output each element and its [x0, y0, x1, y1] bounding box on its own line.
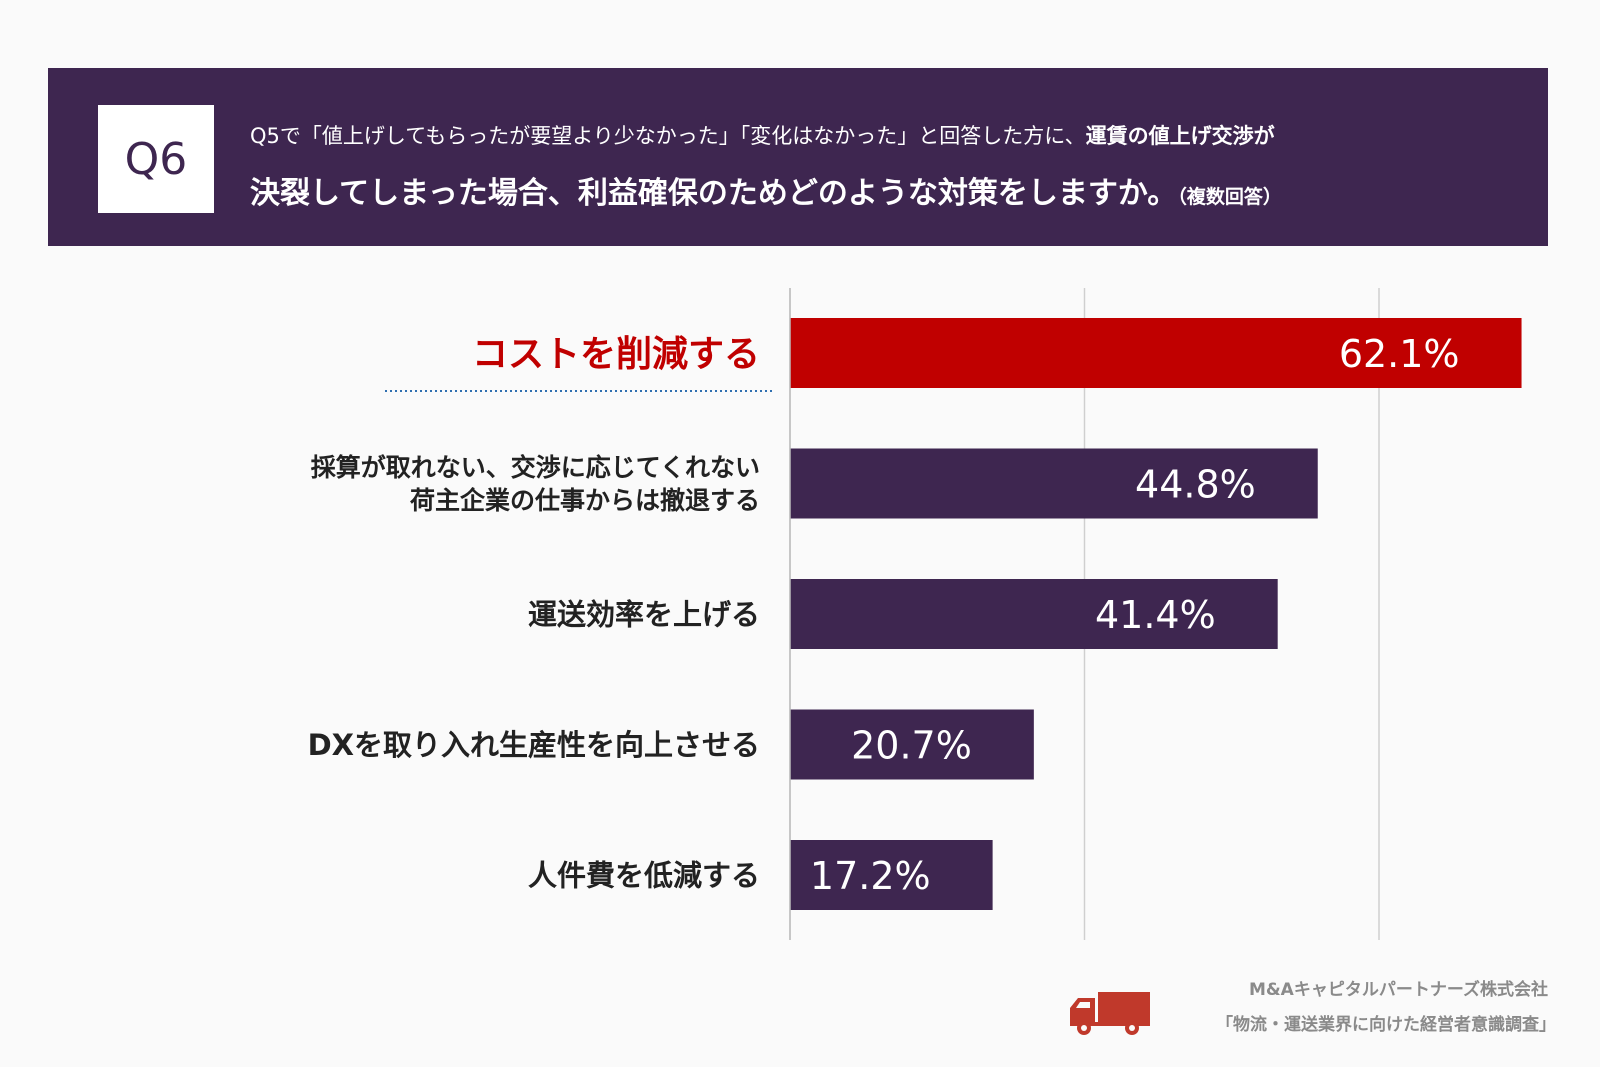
value-label: 44.8% [1135, 463, 1256, 507]
category-label: 採算が取れない、交渉に応じてくれない [311, 453, 760, 482]
question-text-plain: Q5で「値上げしてもらったが要望より少なかった」「変化はなかった」と回答した方に… [250, 124, 1086, 148]
value-label: 20.7% [851, 724, 972, 768]
footer-survey: 「物流・運送業界に向けた経営者意識調査」 [1216, 1015, 1556, 1035]
truck-icon [1070, 992, 1150, 1035]
category-label: DXを取り入れ生産性を向上させる [308, 728, 760, 762]
question-text-main: 決裂してしまった場合、利益確保のためどのような対策をしますか。 [250, 176, 1178, 211]
question-number-badge: Q6 [98, 105, 214, 213]
bar [790, 579, 1278, 649]
bar [790, 840, 993, 910]
bar [790, 318, 1522, 388]
bar [790, 709, 1034, 780]
value-label: 41.4% [1095, 593, 1216, 637]
value-label: 62.1% [1339, 332, 1460, 376]
footer-company: M&Aキャピタルパートナーズ株式会社 [1248, 980, 1548, 1000]
question-text-emphasis: 運賃の値上げ交渉が [1085, 124, 1275, 148]
category-label: コストを削減する [472, 334, 760, 375]
category-label: 人件費を低減する [528, 858, 760, 892]
question-text-line1: Q5で「値上げしてもらったが要望より少なかった」「変化はなかった」と回答した方に… [250, 120, 1275, 150]
category-label: 荷主企業の仕事からは撤退する [410, 486, 760, 515]
bar [790, 448, 1318, 519]
value-label: 17.2% [810, 854, 931, 898]
question-note: （複数回答） [1177, 186, 1282, 208]
question-text-line2: 決裂してしまった場合、利益確保のためどのような対策をしますか。（複数回答） [250, 168, 1282, 212]
question-header: Q6 Q5で「値上げしてもらったが要望より少なかった」「変化はなかった」と回答し… [48, 68, 1548, 246]
category-label: 運送効率を上げる [528, 597, 760, 631]
